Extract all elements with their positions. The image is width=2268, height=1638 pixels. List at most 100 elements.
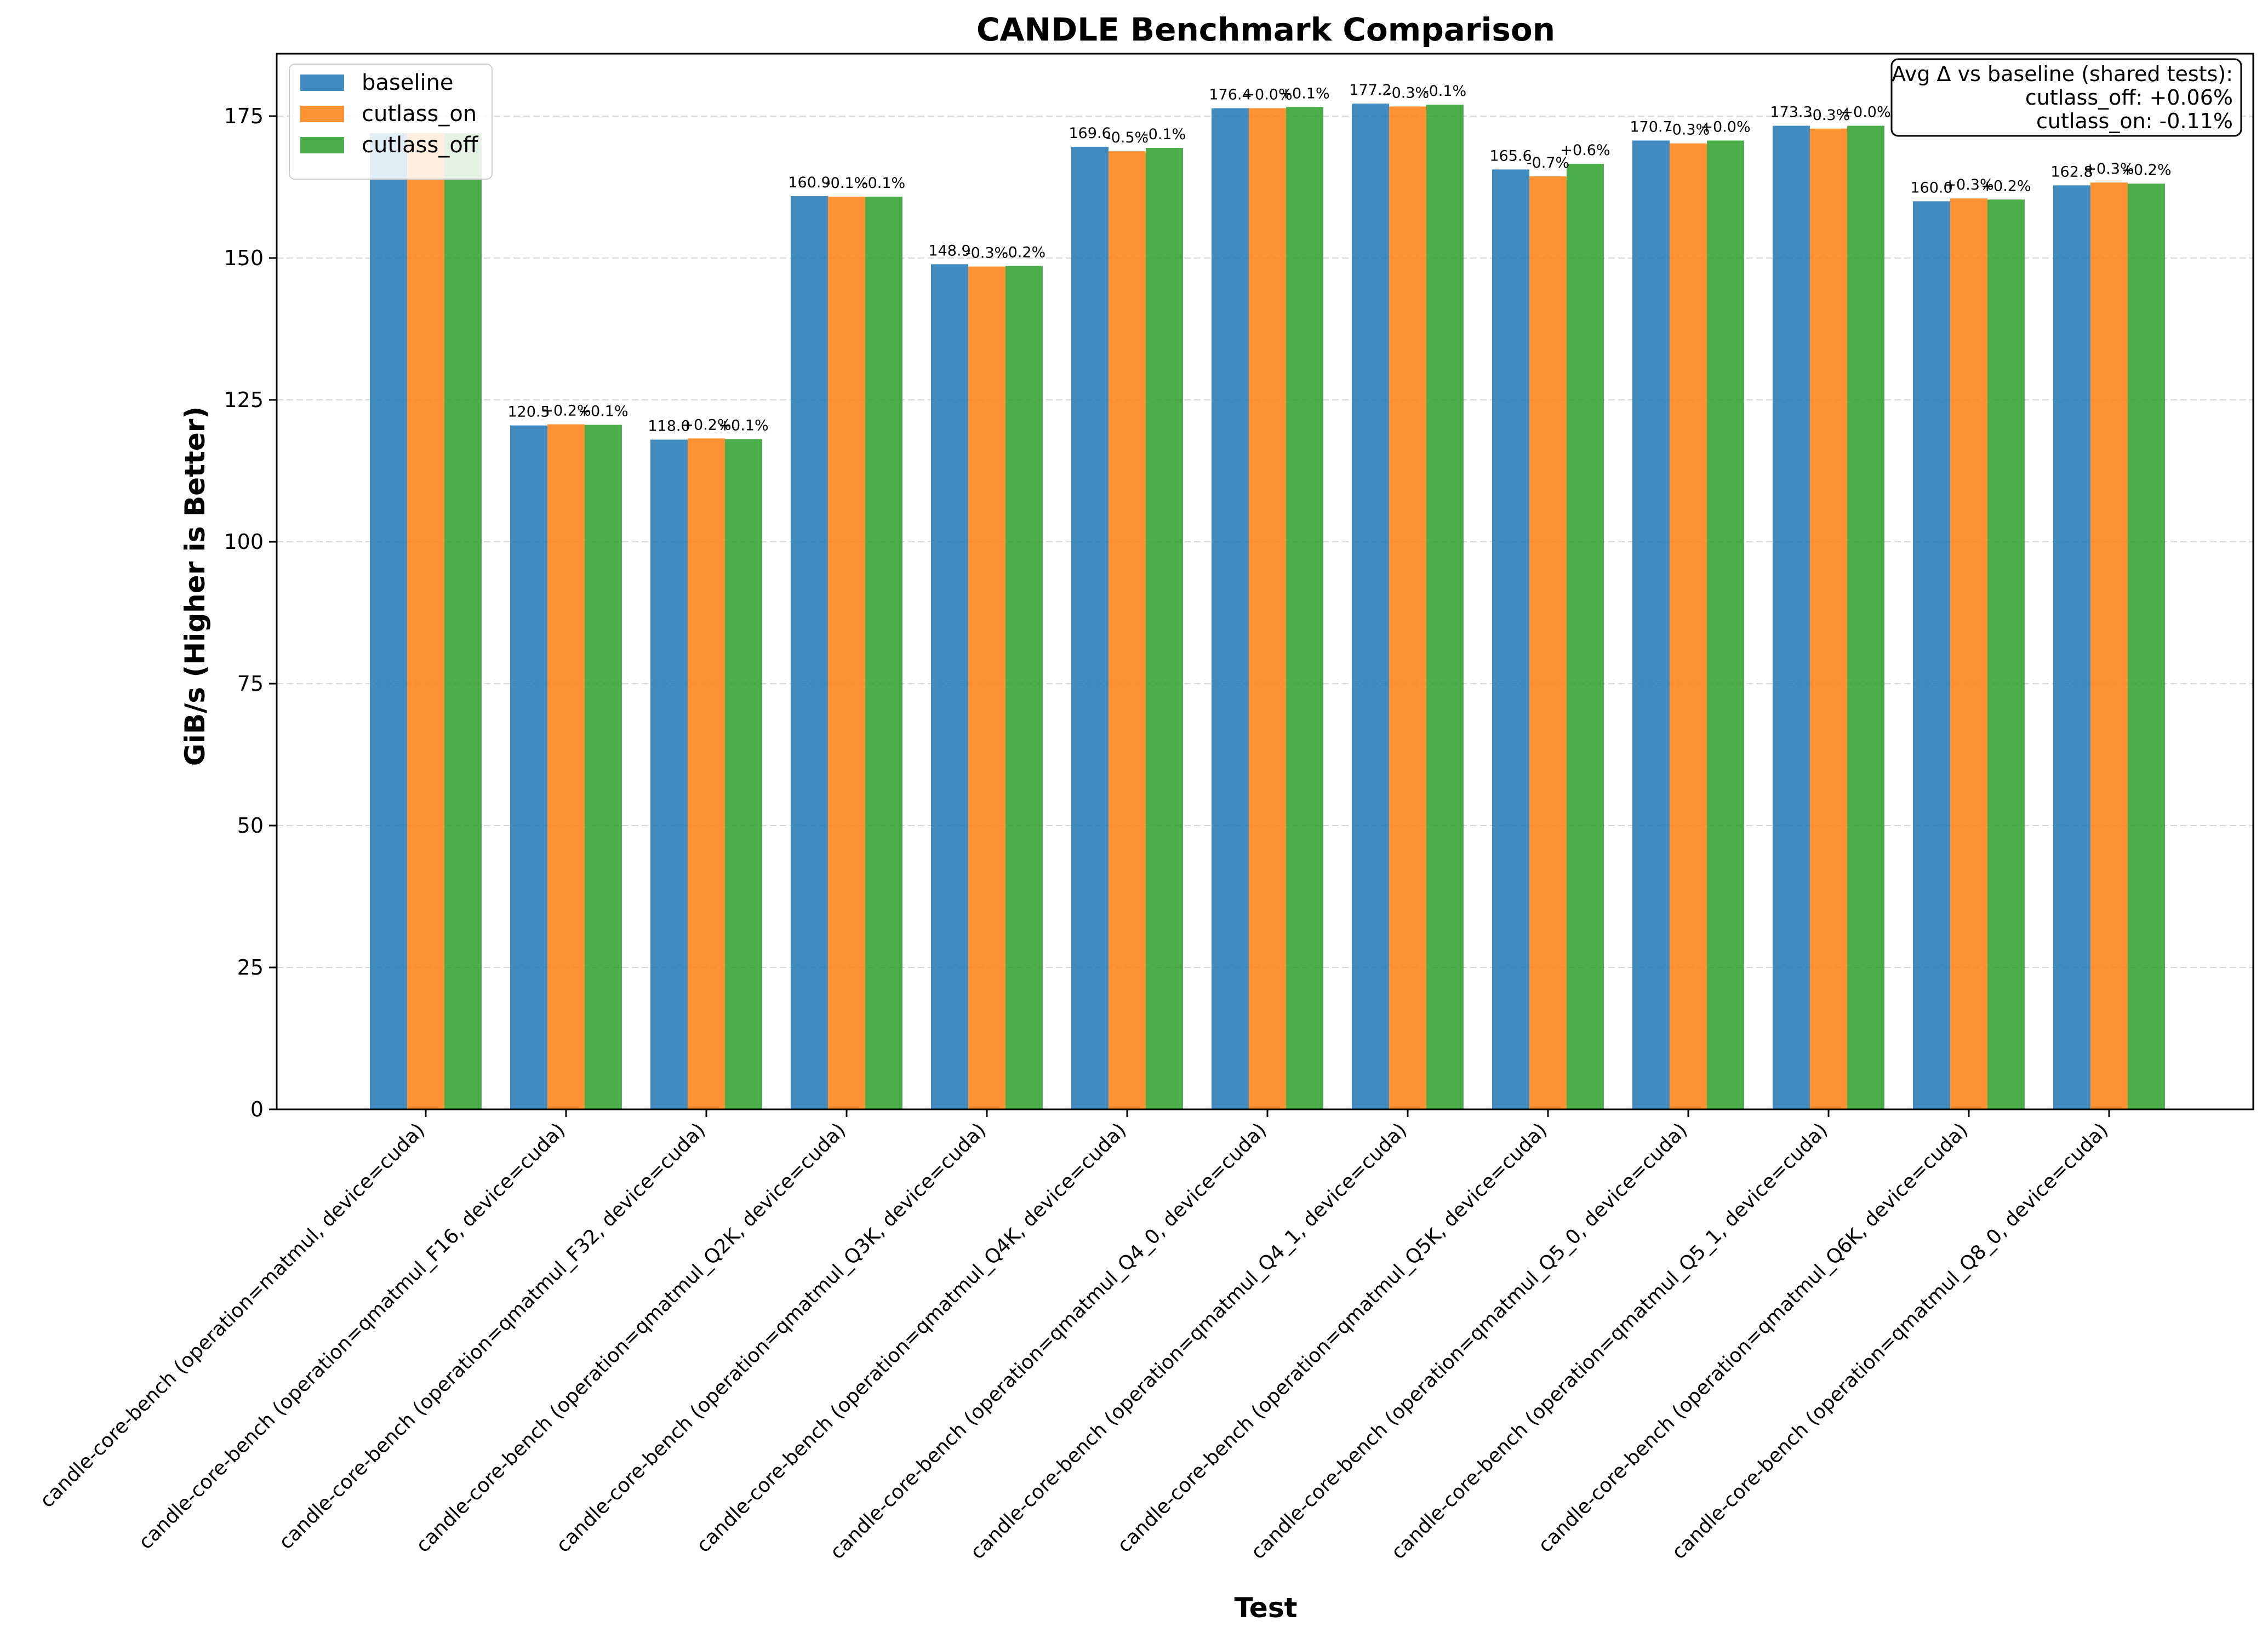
- bar-cutlass_on: [1670, 143, 1707, 1109]
- bar-data-label: -0.1%: [1143, 126, 1186, 143]
- bar-data-label: 169.6: [1069, 125, 1111, 142]
- annotation-line: Avg Δ vs baseline (shared tests):: [1892, 62, 2233, 86]
- bar-data-label: 170.7: [1630, 119, 1672, 136]
- y-tick-label: 0: [250, 1097, 264, 1121]
- bar-data-label: -0.7%: [1527, 154, 1569, 171]
- bar-cutlass_on: [1389, 106, 1426, 1110]
- bar-baseline: [2053, 185, 2090, 1110]
- bar-data-label: +0.0%: [1841, 104, 1890, 121]
- bar-baseline: [1352, 104, 1389, 1109]
- bar-data-label: 160.9: [788, 174, 830, 191]
- bar-data-label: -0.2%: [1003, 244, 1046, 261]
- legend-label-cutlass_on: cutlass_on: [362, 101, 477, 127]
- bar-cutlass_off: [1426, 105, 1464, 1109]
- plot-frame: [276, 53, 2254, 1110]
- legend-swatch-cutlass_off: [300, 137, 344, 153]
- bar-cutlass_off: [1707, 140, 1744, 1110]
- bar-data-label: -0.3%: [1667, 122, 1710, 139]
- bar-cutlass_off: [585, 425, 622, 1109]
- legend: baseline cutlass_on cutlass_off: [289, 64, 493, 180]
- annotation-box: [1890, 58, 2242, 137]
- y-tick-label: 100: [224, 530, 264, 554]
- bar-data-label: -0.3%: [966, 245, 1008, 262]
- bar-cutlass_on: [688, 438, 725, 1109]
- y-tick-label: 125: [224, 388, 264, 412]
- y-tick-label: 175: [224, 104, 264, 128]
- bar-data-label: -0.1%: [1424, 83, 1466, 100]
- x-axis-label: Test: [1234, 1592, 1297, 1624]
- bar-baseline: [1632, 140, 1670, 1110]
- bar-data-label: 160.0: [1910, 179, 1952, 196]
- bar-data-label: 165.6: [1489, 147, 1532, 164]
- bar-cutlass_on: [968, 266, 1006, 1109]
- bar-baseline: [1071, 146, 1109, 1110]
- bar-data-label: -0.3%: [1386, 84, 1429, 101]
- bar-cutlass_off: [1847, 125, 1884, 1110]
- bar-cutlass_on: [407, 133, 444, 1110]
- y-tick-label: 75: [237, 672, 264, 696]
- bar-data-label: +0.0%: [1242, 86, 1292, 103]
- bar-cutlass_off: [1146, 147, 1183, 1109]
- bar-data-label: 148.9: [928, 242, 970, 259]
- bar-cutlass_off: [725, 439, 762, 1109]
- bar-data-label: +0.1%: [578, 403, 628, 420]
- bar-cutlass_on: [2090, 182, 2128, 1109]
- bar-data-label: +0.1%: [718, 417, 768, 434]
- bar-cutlass_on: [1249, 108, 1286, 1110]
- bar-cutlass_off: [1567, 163, 1604, 1109]
- bar-baseline: [510, 425, 547, 1109]
- bar-data-label: +0.2%: [681, 416, 731, 433]
- y-tick-label: 150: [224, 246, 264, 270]
- bar-data-label: 176.4: [1209, 86, 1251, 103]
- y-axis-ticks: 0 25 50 75 100 125 150 175: [224, 104, 277, 1121]
- bar-data-label: +0.2%: [1981, 177, 2031, 194]
- bar-data-label: -0.1%: [825, 175, 868, 192]
- bar-cutlass_on: [547, 424, 585, 1110]
- bar-baseline: [931, 264, 968, 1109]
- bar-cutlass_off: [1006, 266, 1043, 1109]
- bar-cutlass_off: [2128, 184, 2165, 1110]
- y-tick-label: 25: [237, 955, 264, 980]
- bar-cutlass_off: [865, 197, 902, 1110]
- bar-cutlass_off: [1987, 199, 2025, 1109]
- bar-cutlass_on: [1529, 176, 1567, 1109]
- bar-data-label: 120.5: [507, 404, 550, 421]
- bar-labels: 120.5 118.0 160.9 148.9 169.6 176.4 177.2 165.6…: [507, 82, 2171, 434]
- annotation-line: cutlass_on: -0.11%: [2036, 109, 2233, 133]
- bar-data-label: 162.8: [2050, 163, 2093, 180]
- annotation-line: cutlass_off: +0.06%: [2025, 85, 2233, 110]
- chart-title: CANDLE Benchmark Comparison: [976, 11, 1555, 48]
- legend-label-baseline: baseline: [362, 70, 454, 95]
- bar-data-label: +0.0%: [1700, 119, 1750, 136]
- bar-baseline: [1773, 125, 1810, 1110]
- bar-cutlass_off: [444, 133, 482, 1110]
- bar-baseline: [650, 439, 688, 1109]
- bar-baseline: [791, 196, 828, 1110]
- bar-data-label: +0.1%: [1279, 85, 1329, 102]
- bar-data-label: +0.2%: [541, 403, 591, 420]
- x-axis-ticks: candle-core-bench (operation=matmul, dev…: [36, 1109, 2112, 1564]
- bars: [370, 104, 2165, 1110]
- bar-data-label: -0.1%: [862, 175, 905, 192]
- y-tick-label: 50: [237, 814, 264, 838]
- bar-baseline: [1492, 169, 1529, 1109]
- bar-baseline: [370, 133, 407, 1110]
- bar-cutlass_on: [1109, 151, 1146, 1110]
- legend-swatch-baseline: [300, 75, 344, 91]
- bar-data-label: 177.2: [1349, 82, 1391, 99]
- bar-cutlass_on: [1810, 128, 1847, 1109]
- bar-cutlass_on: [1950, 198, 1987, 1109]
- bar-baseline: [1212, 108, 1249, 1110]
- bar-cutlass_on: [828, 197, 865, 1110]
- average-delta-annotation: Avg Δ vs baseline (shared tests):cutlass…: [1890, 58, 2242, 137]
- legend-label-cutlass_off: cutlass_off: [362, 133, 479, 158]
- bar-data-label: +0.2%: [2121, 162, 2171, 179]
- bar-data-label: 118.0: [648, 417, 690, 434]
- legend-swatch-cutlass_on: [300, 106, 344, 122]
- bar-data-label: +0.3%: [1944, 176, 1993, 193]
- bar-data-label: -0.3%: [1807, 107, 1850, 124]
- bar-data-label: 173.3: [1770, 104, 1812, 121]
- bar-data-label: +0.6%: [1560, 142, 1610, 159]
- bar-baseline: [1913, 201, 1950, 1109]
